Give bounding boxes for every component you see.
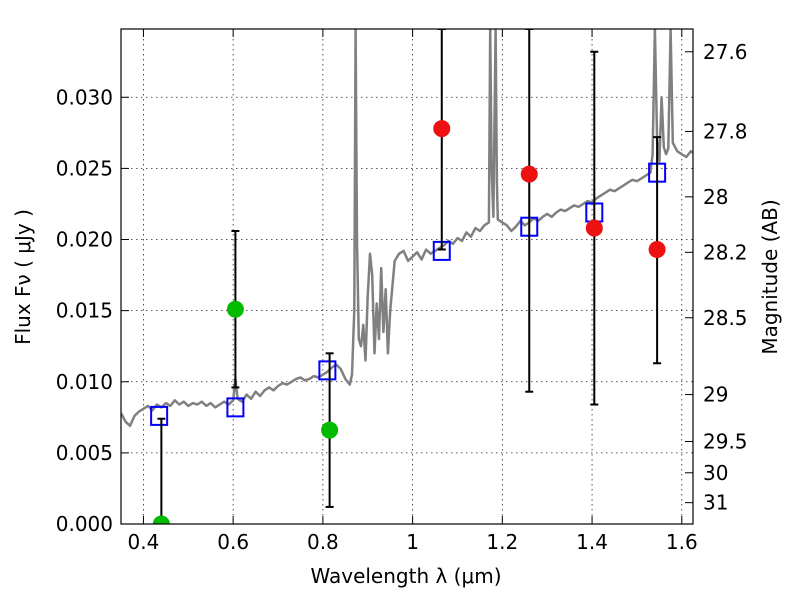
x-tick-label: 1.6: [666, 530, 698, 554]
ticks: 0.4 0.6 0.8 1 1.2 1.4 1.6 0.000 0.005 0.010 0.015 0…: [56, 29, 748, 554]
plot-frame: [120, 28, 694, 525]
y-tick-label: 0.010: [56, 370, 113, 394]
y-axis-title: Flux Fν ( μJy ): [11, 209, 35, 345]
measurement-point: [585, 219, 603, 237]
right-tick-label: 31: [703, 491, 728, 515]
x-tick-label: 1: [406, 530, 419, 554]
measurement-point: [226, 300, 244, 318]
y-tick-label: 0.000: [56, 512, 113, 536]
y-tick-label: 0.020: [56, 228, 113, 252]
y-tick-label: 0.005: [56, 441, 113, 465]
right-tick-label: 28: [703, 185, 728, 209]
spectrum-line: [121, 29, 693, 428]
y-tick-label: 0.030: [56, 85, 113, 109]
x-tick-label: 0.6: [217, 530, 249, 554]
measurement-point: [152, 515, 170, 524]
measurement-point: [433, 120, 451, 138]
measurement-point: [520, 165, 538, 183]
right-axis-title: Magnitude (AB): [758, 199, 782, 354]
right-tick-label: 29.5: [703, 430, 748, 454]
filter-square: [226, 397, 245, 418]
right-tick-label: 27.6: [703, 40, 748, 64]
x-tick-label: 1.4: [576, 530, 608, 554]
right-tick-label: 28.2: [703, 240, 748, 264]
plot-area: [121, 29, 693, 524]
y-tick-label: 0.015: [56, 299, 113, 323]
measurement-point: [321, 421, 339, 439]
right-tick-label: 27.8: [703, 119, 748, 143]
grid: [121, 29, 693, 525]
measurement-point: [648, 240, 666, 258]
right-tick-label: 28.5: [703, 306, 748, 330]
x-tick-label: 1.2: [486, 530, 518, 554]
x-axis-title: Wavelength λ (μm): [310, 564, 501, 588]
filter-square: [318, 360, 337, 381]
right-tick-label: 30: [703, 461, 728, 485]
x-tick-label: 0.4: [128, 530, 160, 554]
filter-square: [150, 405, 169, 426]
x-tick-label: 0.8: [307, 530, 339, 554]
y-tick-label: 0.025: [56, 156, 113, 180]
right-tick-label: 29: [703, 383, 728, 407]
